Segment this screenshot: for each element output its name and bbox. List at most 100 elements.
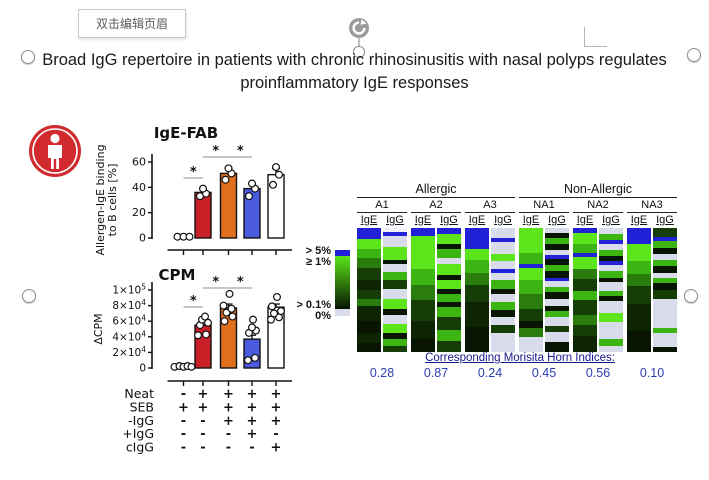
sig-star: * [190, 294, 197, 309]
condition-value: + [223, 400, 234, 415]
scale-legend-label: 0% [315, 310, 331, 322]
data-point [221, 175, 230, 184]
heatmap-ig-label: IgE [630, 214, 648, 226]
scale-legend-label: > 5% [305, 245, 331, 257]
data-point [273, 293, 282, 302]
sig-star: * [237, 275, 244, 290]
morisita-value: 0.56 [585, 366, 611, 380]
condition-value: + [271, 400, 282, 415]
heatmap-column-NA2-IgE [573, 228, 597, 352]
ige-fab-bar-chart: IgE-FAB Allergen-IgE binding to B cells [%… [94, 124, 292, 256]
data-point [249, 315, 258, 324]
data-point [244, 356, 253, 365]
selection-handle-mid-left[interactable] [22, 289, 36, 303]
condition-value: + [271, 441, 282, 456]
morisita-indices-label: Corresponding Morisita Horn Indices: [425, 352, 615, 364]
y-tick-label: 1×105 [112, 283, 146, 297]
rotate-icon[interactable] [349, 18, 369, 38]
condition-value: - [181, 414, 186, 429]
condition-value: + [271, 414, 282, 429]
repertoire-heatmap: Allergic Non-Allergic A1 IgE IgG A2 IgE IgG A3 Ig… [357, 182, 683, 384]
heatmap-ig-label: IgG [548, 214, 566, 226]
rotate-handle[interactable] [348, 17, 370, 59]
y-tick-label: 0 [139, 232, 146, 245]
heatmap-sample-label: A2 [411, 199, 461, 213]
heatmap-ig-label: IgE [414, 214, 432, 226]
data-point [193, 331, 202, 340]
selection-handle-top-left[interactable] [21, 50, 35, 64]
margin-corner-mark [584, 27, 607, 47]
condition-value: + [178, 400, 189, 415]
bar [194, 191, 212, 239]
data-point [187, 362, 196, 371]
rotate-arrowhead-icon [360, 19, 367, 25]
condition-value: - [226, 427, 231, 442]
heatmap-column-NA2-IgG [599, 228, 623, 352]
heatmap-ig-label: IgG [494, 214, 512, 226]
data-point [200, 312, 209, 321]
morisita-value: 0.28 [369, 366, 395, 380]
condition-label: -IgG [128, 413, 154, 428]
chart-title: CPM [159, 266, 196, 284]
data-point [275, 170, 284, 179]
data-point [270, 309, 279, 318]
data-point [269, 180, 278, 189]
data-point [245, 192, 254, 201]
condition-label: SEB [130, 399, 154, 414]
heatmap-ig-label: IgG [440, 214, 458, 226]
selection-handle-top-center[interactable] [352, 45, 366, 59]
sig-star: * [212, 144, 219, 159]
selection-handle-top-right[interactable] [687, 48, 701, 62]
scale-legend-label: ≥ 1% [306, 256, 331, 268]
data-point [227, 304, 236, 313]
condition-value: + [198, 400, 209, 415]
heatmap-column-NA1-IgG [545, 228, 569, 352]
data-point [220, 317, 229, 326]
heatmap-column-A3-IgG [491, 228, 515, 352]
heatmap-scale-bar [335, 250, 350, 316]
data-point [272, 163, 281, 172]
morisita-value: 0.10 [639, 366, 665, 380]
heatmap-column-A2-IgG [437, 228, 461, 352]
heatmap-column-NA3-IgG [653, 228, 677, 352]
heatmap-column-NA3-IgE [627, 228, 651, 352]
condition-value: - [181, 441, 186, 456]
data-point [228, 312, 237, 321]
morisita-value: 0.24 [477, 366, 503, 380]
heatmap-ig-label: IgE [468, 214, 486, 226]
y-axis-label: Allergen-IgE binding [94, 144, 107, 255]
selection-handle-mid-right[interactable] [684, 289, 698, 303]
y-tick-label: 0 [139, 363, 146, 375]
condition-value: - [181, 387, 186, 402]
condition-value: - [249, 441, 254, 456]
condition-value: + [247, 400, 258, 415]
condition-value: - [226, 441, 231, 456]
heatmap-group-header: Allergic [357, 182, 515, 198]
data-point [248, 179, 257, 188]
condition-label: cIgG [126, 440, 154, 455]
y-tick-label: 40 [132, 181, 146, 194]
y-tick-label: 2×104 [112, 345, 146, 359]
condition-value: + [198, 387, 209, 402]
data-point [251, 353, 260, 362]
y-axis-label: to B cells [%] [106, 164, 119, 237]
condition-value: - [273, 427, 278, 442]
sig-star: * [190, 165, 197, 180]
data-point [248, 323, 257, 332]
y-tick-label: 6×104 [112, 314, 146, 328]
heatmap-sample-label: NA2 [573, 199, 623, 213]
heatmap-ig-label: IgG [386, 214, 404, 226]
heatmap-sample-label: A1 [357, 199, 407, 213]
heatmap-column-NA1-IgE [519, 228, 543, 352]
data-point [185, 232, 194, 241]
chart-title: IgE-FAB [154, 124, 218, 142]
rotate-arrow-icon [352, 21, 366, 35]
figure-title: Broad IgG repertoire in patients with ch… [0, 49, 709, 95]
heatmap-sample-label: A3 [465, 199, 515, 213]
y-tick-label: 8×104 [112, 298, 146, 312]
heatmap-column-A3-IgE [465, 228, 489, 352]
data-point [268, 302, 277, 311]
edit-header-button[interactable]: 双击编辑页眉 [78, 9, 186, 38]
sig-star: * [237, 144, 244, 159]
